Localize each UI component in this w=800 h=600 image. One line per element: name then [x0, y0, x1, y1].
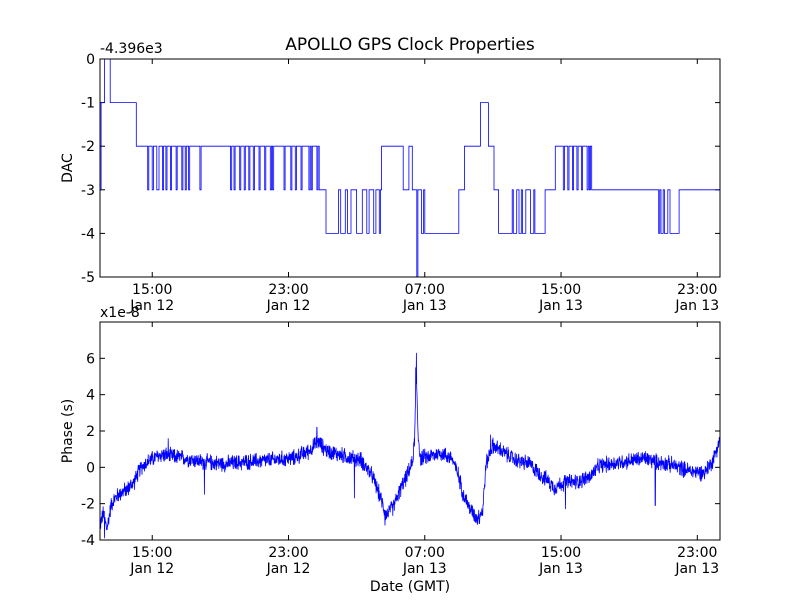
x-tick-date-label: Jan 13: [674, 561, 719, 577]
x-tick-date-label: Jan 12: [266, 298, 311, 314]
phase-y-tick-labels: 6 4 2 0 -2 -4: [81, 351, 95, 549]
x-tick-time-label: 07:00: [405, 545, 445, 561]
phase-series-line: [100, 352, 720, 539]
x-axis-title: Date (GMT): [370, 579, 450, 595]
x-tick-date-label: Jan 13: [402, 298, 447, 314]
x-tick-time-label: 23:00: [677, 545, 717, 561]
x-tick-date-label: Jan 13: [538, 298, 583, 314]
phase-plot-background: [100, 322, 720, 540]
x-tick-time-label: 07:00: [405, 282, 445, 298]
y-tick-label: 0: [86, 460, 95, 476]
x-tick-date-label: Jan 13: [402, 561, 447, 577]
y-tick-label: -5: [81, 270, 95, 286]
dac-plot-frame: [99, 58, 721, 278]
y-tick-label: 4: [86, 388, 95, 404]
y-tick-label: -3: [81, 183, 95, 199]
x-tick-time-label: 15:00: [132, 282, 172, 298]
x-tick-date-label: Jan 12: [129, 298, 174, 314]
x-tick-time-label: 23:00: [677, 282, 717, 298]
x-tick-time-label: 15:00: [541, 282, 581, 298]
x-tick-time-label: 23:00: [268, 282, 308, 298]
dac-offset-label: -4.396e3: [100, 41, 163, 57]
dac-y-tick-labels: 0 -1 -2 -3 -4 -5: [81, 52, 95, 286]
x-tick-date-label: Jan 13: [674, 298, 719, 314]
dac-plot-background: [100, 59, 720, 277]
y-tick-label: 6: [86, 351, 95, 367]
y-tick-label: 0: [86, 52, 95, 68]
phase-offset-label: x1e-8: [100, 305, 140, 321]
dac-chart: APOLLO GPS Clock Properties -4.396e3 0 -1…: [60, 35, 721, 314]
x-tick-date-label: Jan 13: [538, 561, 583, 577]
x-tick-date-label: Jan 12: [129, 561, 174, 577]
x-tick-time-label: 23:00: [268, 545, 308, 561]
y-tick-label: -2: [81, 139, 95, 155]
dac-series-line: [100, 59, 720, 277]
dac-y-axis-title: DAC: [60, 153, 76, 183]
y-tick-label: -2: [81, 497, 95, 513]
x-tick-date-label: Jan 12: [266, 561, 311, 577]
x-tick-time-label: 15:00: [132, 545, 172, 561]
y-tick-label: -4: [81, 533, 95, 549]
chart-title: APOLLO GPS Clock Properties: [285, 35, 535, 55]
phase-plot-frame: [99, 321, 721, 541]
y-tick-label: 2: [86, 424, 95, 440]
y-tick-label: -4: [81, 226, 95, 242]
phase-y-axis-title: Phase (s): [60, 399, 76, 463]
x-tick-time-label: 15:00: [541, 545, 581, 561]
y-tick-label: -1: [81, 96, 95, 112]
